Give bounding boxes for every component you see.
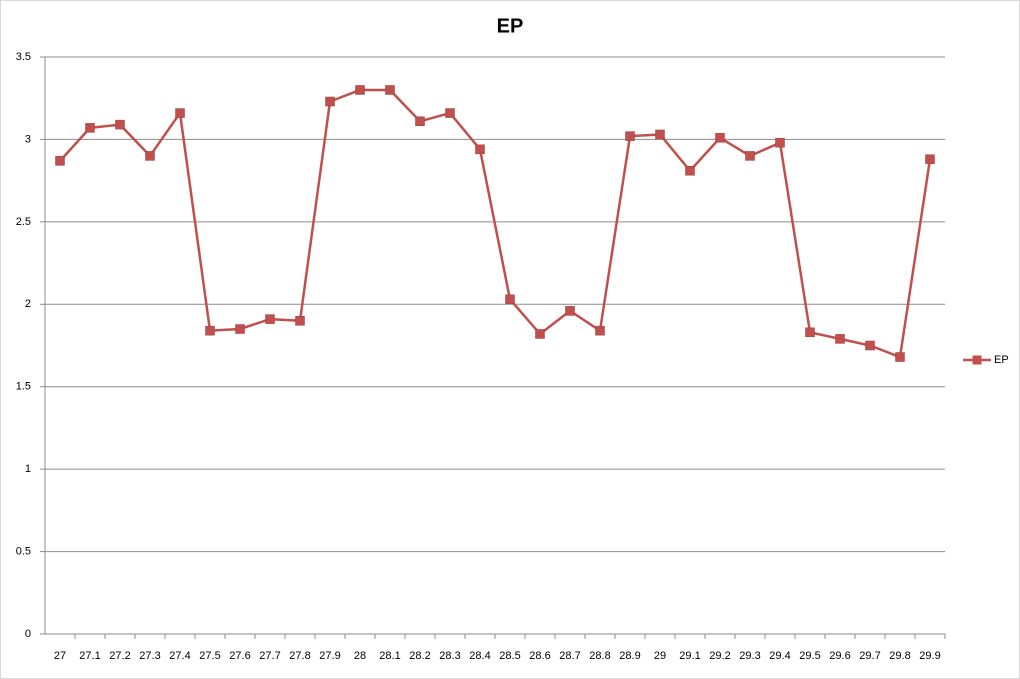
x-tick-label: 27.8 (289, 650, 310, 662)
x-tick-label: 29.4 (769, 650, 790, 662)
x-tick-label: 29.8 (889, 650, 910, 662)
point-marker (835, 334, 845, 344)
x-tick-label: 28.7 (559, 650, 580, 662)
x-tick-label: 27.4 (169, 650, 190, 662)
y-tick-label: 2.5 (16, 216, 31, 228)
point-marker (775, 137, 785, 148)
x-tick-label: 28.1 (379, 650, 400, 662)
x-tick-label: 27.3 (139, 650, 160, 662)
point-marker (715, 133, 725, 143)
point-marker (55, 156, 65, 166)
point-marker (325, 96, 335, 107)
point-marker (655, 129, 665, 140)
x-tick-label: 27.1 (79, 650, 100, 662)
y-tick-label: 2 (25, 298, 31, 310)
point-marker (175, 108, 185, 118)
series-line (59, 88, 932, 359)
y-tick-label: 3.5 (16, 51, 31, 63)
point-marker (385, 85, 395, 95)
point-marker (565, 306, 575, 316)
x-tick-label: 29.5 (799, 650, 820, 662)
point-marker (115, 119, 125, 130)
x-tick-label: 28 (354, 650, 366, 662)
point-marker (595, 325, 605, 336)
y-tick-label: 1.5 (16, 381, 31, 393)
x-tick-label: 29.7 (859, 650, 880, 662)
point-marker (205, 325, 215, 336)
x-tick-label: 29.1 (679, 650, 700, 662)
x-tick-label: 29.2 (709, 650, 730, 662)
x-tick-label: 29 (654, 650, 666, 662)
x-tick-label: 27.7 (259, 650, 280, 662)
point-marker (535, 329, 545, 339)
point-marker (295, 316, 305, 326)
x-tick-label: 28.2 (409, 650, 430, 662)
point-marker (475, 144, 485, 155)
legend-label: EP (994, 354, 1009, 366)
point-marker (895, 352, 905, 362)
y-tick-label: 0.5 (16, 545, 31, 557)
x-tick-label: 29.9 (919, 650, 940, 662)
point-marker (145, 151, 155, 161)
point-marker (85, 123, 95, 133)
y-tick-label: 3 (25, 133, 31, 145)
point-marker (805, 327, 815, 338)
x-tick-label: 27.5 (199, 650, 220, 662)
point-marker (925, 154, 935, 164)
x-tick-label: 27.6 (229, 650, 250, 662)
y-tick-label: 0 (25, 628, 31, 640)
x-tick-label: 27.2 (109, 650, 130, 662)
point-marker (265, 314, 275, 324)
point-marker (445, 108, 455, 118)
point-marker (685, 166, 695, 176)
x-tick-label: 28.3 (439, 650, 460, 662)
x-tick-label: 29.6 (829, 650, 850, 662)
point-marker (235, 324, 245, 334)
point-marker (355, 85, 365, 95)
x-tick-label: 29.3 (739, 650, 760, 662)
y-tick-label: 1 (25, 463, 31, 475)
x-tick-label: 28.5 (499, 650, 520, 662)
legend-marker (972, 355, 982, 365)
point-marker (505, 294, 515, 305)
x-tick-label: 27 (54, 650, 66, 662)
point-marker (625, 131, 635, 141)
x-tick-label: 28.6 (529, 650, 550, 662)
point-marker (745, 151, 755, 161)
chart-title: EP (497, 15, 524, 37)
point-marker (865, 340, 875, 351)
x-tick-label: 28.8 (589, 650, 610, 662)
point-marker (415, 116, 425, 127)
x-tick-label: 28.9 (619, 650, 640, 662)
x-tick-label: 27.9 (319, 650, 340, 662)
x-tick-label: 28.4 (469, 650, 490, 662)
